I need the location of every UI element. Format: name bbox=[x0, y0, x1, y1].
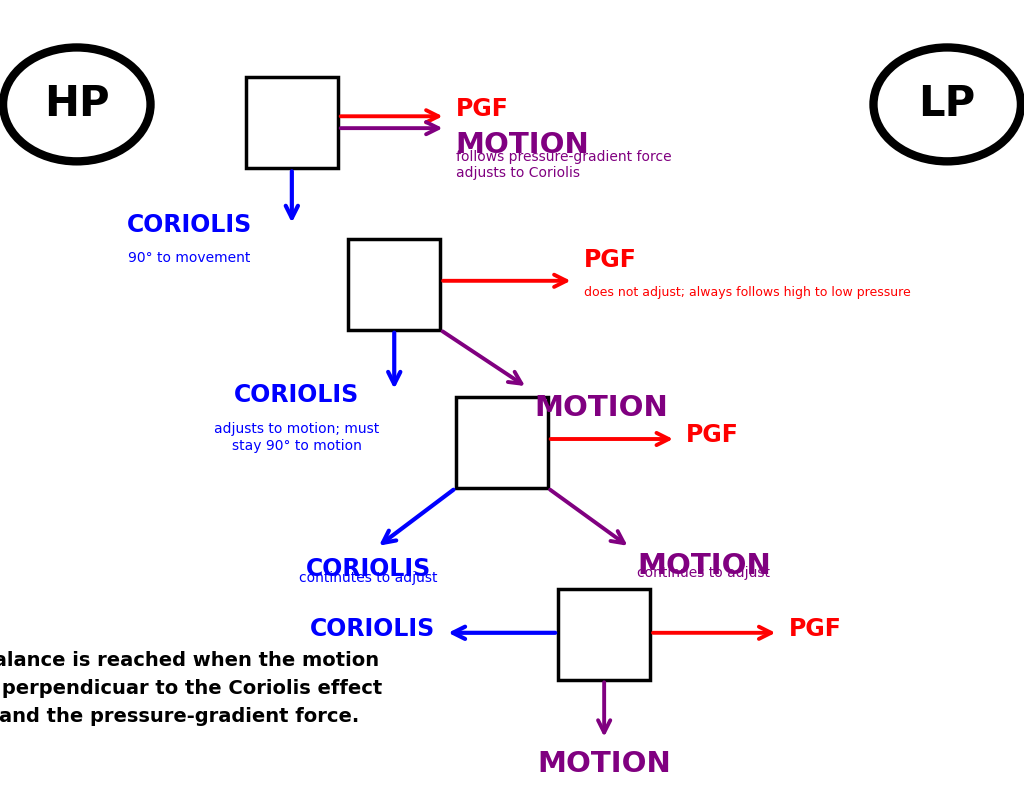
Text: continues to adjust: continues to adjust bbox=[637, 566, 770, 581]
FancyBboxPatch shape bbox=[348, 239, 440, 331]
Text: MOTION: MOTION bbox=[637, 552, 771, 580]
Text: PGF: PGF bbox=[584, 248, 637, 272]
Text: HP: HP bbox=[44, 83, 110, 126]
Text: continutes to adjust: continutes to adjust bbox=[299, 571, 438, 585]
Circle shape bbox=[3, 47, 151, 161]
FancyBboxPatch shape bbox=[558, 589, 650, 679]
Text: LP: LP bbox=[919, 83, 976, 126]
Text: MOTION: MOTION bbox=[538, 750, 671, 778]
FancyBboxPatch shape bbox=[456, 397, 548, 488]
Text: CORIOLIS: CORIOLIS bbox=[234, 384, 359, 407]
Text: MOTION: MOTION bbox=[535, 394, 669, 422]
Text: does not adjust; always follows high to low pressure: does not adjust; always follows high to … bbox=[584, 286, 910, 299]
Text: PGF: PGF bbox=[788, 617, 842, 641]
Text: Balance is reached when the motion
is perpendicuar to the Coriolis effect
and th: Balance is reached when the motion is pe… bbox=[0, 651, 382, 725]
Text: follows pressure-gradient force
adjusts to Coriolis: follows pressure-gradient force adjusts … bbox=[456, 150, 672, 180]
FancyBboxPatch shape bbox=[246, 78, 338, 168]
Text: PGF: PGF bbox=[456, 97, 509, 121]
Text: CORIOLIS: CORIOLIS bbox=[310, 617, 435, 641]
Text: MOTION: MOTION bbox=[456, 131, 590, 158]
Text: 90° to movement: 90° to movement bbox=[128, 251, 251, 265]
Text: adjusts to motion; must
stay 90° to motion: adjusts to motion; must stay 90° to moti… bbox=[214, 422, 380, 452]
Circle shape bbox=[873, 47, 1021, 161]
Text: CORIOLIS: CORIOLIS bbox=[127, 214, 252, 237]
Text: PGF: PGF bbox=[686, 423, 739, 447]
Text: CORIOLIS: CORIOLIS bbox=[306, 557, 431, 581]
